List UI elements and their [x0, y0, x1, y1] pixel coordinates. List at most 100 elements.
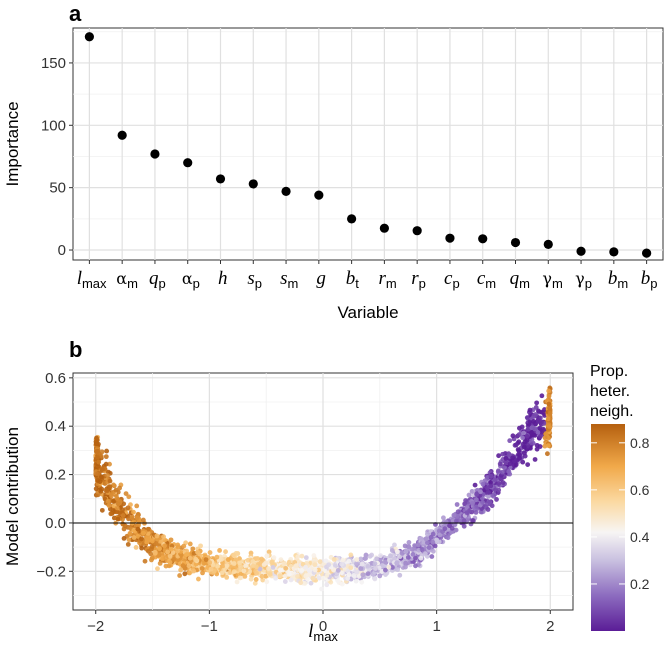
color-legend: Prop. heter. neigh. 0.2 0.4 0.6 0.8 [590, 363, 650, 631]
contribution-point [524, 415, 530, 421]
contribution-point [154, 533, 160, 539]
contribution-point [519, 424, 525, 430]
contribution-point [449, 529, 454, 535]
importance-point [150, 149, 160, 159]
contribution-point [155, 566, 160, 572]
contribution-point [473, 497, 479, 503]
contribution-point [480, 500, 485, 505]
contribution-point [224, 563, 230, 569]
panel-a-x-tick-subscript: m [386, 276, 397, 291]
contribution-point [140, 517, 146, 523]
contribution-point [434, 538, 440, 544]
contribution-point [537, 425, 543, 431]
contribution-point [395, 549, 400, 555]
contribution-point [426, 545, 432, 550]
panel-a-x-tick-subscript: p [419, 276, 426, 291]
contribution-point [152, 550, 158, 556]
contribution-point [257, 566, 263, 572]
contribution-point [225, 557, 231, 562]
panel-a-label: a [69, 1, 82, 26]
contribution-point [323, 558, 329, 564]
contribution-point [428, 534, 434, 540]
contribution-point [96, 459, 102, 465]
contribution-point [161, 534, 166, 540]
contribution-point [199, 566, 205, 571]
contribution-point [504, 460, 509, 466]
contribution-point [507, 461, 513, 467]
contribution-point [140, 530, 146, 536]
contribution-point [412, 543, 418, 549]
panel-a-x-tick-label: bm [608, 268, 628, 291]
contribution-point [198, 543, 203, 549]
contribution-point [180, 563, 186, 569]
contribution-point [171, 556, 177, 562]
contribution-point [372, 561, 378, 567]
contribution-point [406, 544, 412, 550]
contribution-point [95, 454, 101, 460]
panel-b-label: b [69, 337, 82, 362]
importance-point [314, 190, 324, 200]
contribution-point [295, 573, 300, 579]
contribution-point [545, 416, 551, 422]
panel-a-x-tick-subscript: p [585, 276, 592, 291]
contribution-point [175, 548, 180, 554]
contribution-point [429, 554, 435, 559]
panel-a-x-tick-subscript: m [127, 276, 138, 291]
contribution-point [389, 548, 395, 553]
contribution-point [406, 540, 412, 545]
contribution-point [410, 552, 416, 557]
contribution-point [175, 542, 181, 548]
panel-a-x-tick-subscript: p [452, 276, 459, 291]
panel-b-y-tick-label: 0.2 [45, 467, 66, 484]
contribution-point [162, 543, 167, 549]
contribution-point [469, 489, 475, 494]
importance-point [117, 130, 127, 140]
contribution-point [93, 441, 99, 447]
contribution-point [127, 530, 133, 536]
contribution-point [413, 563, 418, 569]
contribution-point [547, 405, 552, 411]
contribution-point [324, 582, 330, 588]
contribution-point [378, 553, 383, 559]
contribution-point [527, 407, 533, 413]
contribution-point [454, 518, 459, 524]
contribution-point [496, 453, 501, 459]
contribution-point [237, 560, 242, 566]
contribution-point [317, 559, 323, 565]
legend-tick-label: 0.6 [630, 482, 650, 498]
contribution-point [373, 566, 378, 571]
contribution-point [111, 499, 116, 504]
panel-a-x-tick-symbol: h [218, 268, 228, 289]
panel-a-x-axis-title: Variable [337, 303, 398, 322]
panel-a-gridlines [73, 28, 663, 260]
contribution-point [547, 410, 553, 416]
panel-a-x-tick-subscript: p [159, 276, 166, 291]
panel-a-y-axis-title: Importance [3, 101, 22, 186]
contribution-point [503, 456, 509, 461]
contribution-point [167, 559, 173, 565]
contribution-point [125, 541, 131, 547]
contribution-point [254, 570, 259, 576]
contribution-point [224, 574, 230, 580]
panel-a-x-tick-subscript: m [552, 276, 563, 291]
contribution-point [95, 448, 101, 454]
contribution-point [488, 480, 493, 485]
panel-b: −0.2 0.0 0.2 0.4 0.6 −2 −1 0 1 2 Model contribut… [3, 370, 574, 644]
contribution-point [129, 515, 135, 521]
contribution-point [207, 550, 213, 555]
contribution-point [168, 537, 174, 543]
contribution-point [513, 462, 519, 468]
contribution-point [99, 449, 105, 455]
contribution-point [367, 553, 373, 559]
contribution-point [437, 532, 443, 538]
contribution-point [480, 481, 486, 487]
importance-point [510, 237, 521, 248]
contribution-point [335, 567, 341, 573]
contribution-point [303, 573, 309, 579]
contribution-point [345, 575, 351, 581]
legend-title-line-1: Prop. [590, 363, 628, 380]
panel-b-y-tick-label: −0.2 [36, 563, 66, 580]
panel-b-x-tick-label: −2 [87, 618, 104, 635]
panel-a-x-tick-subscript: p [650, 276, 657, 291]
